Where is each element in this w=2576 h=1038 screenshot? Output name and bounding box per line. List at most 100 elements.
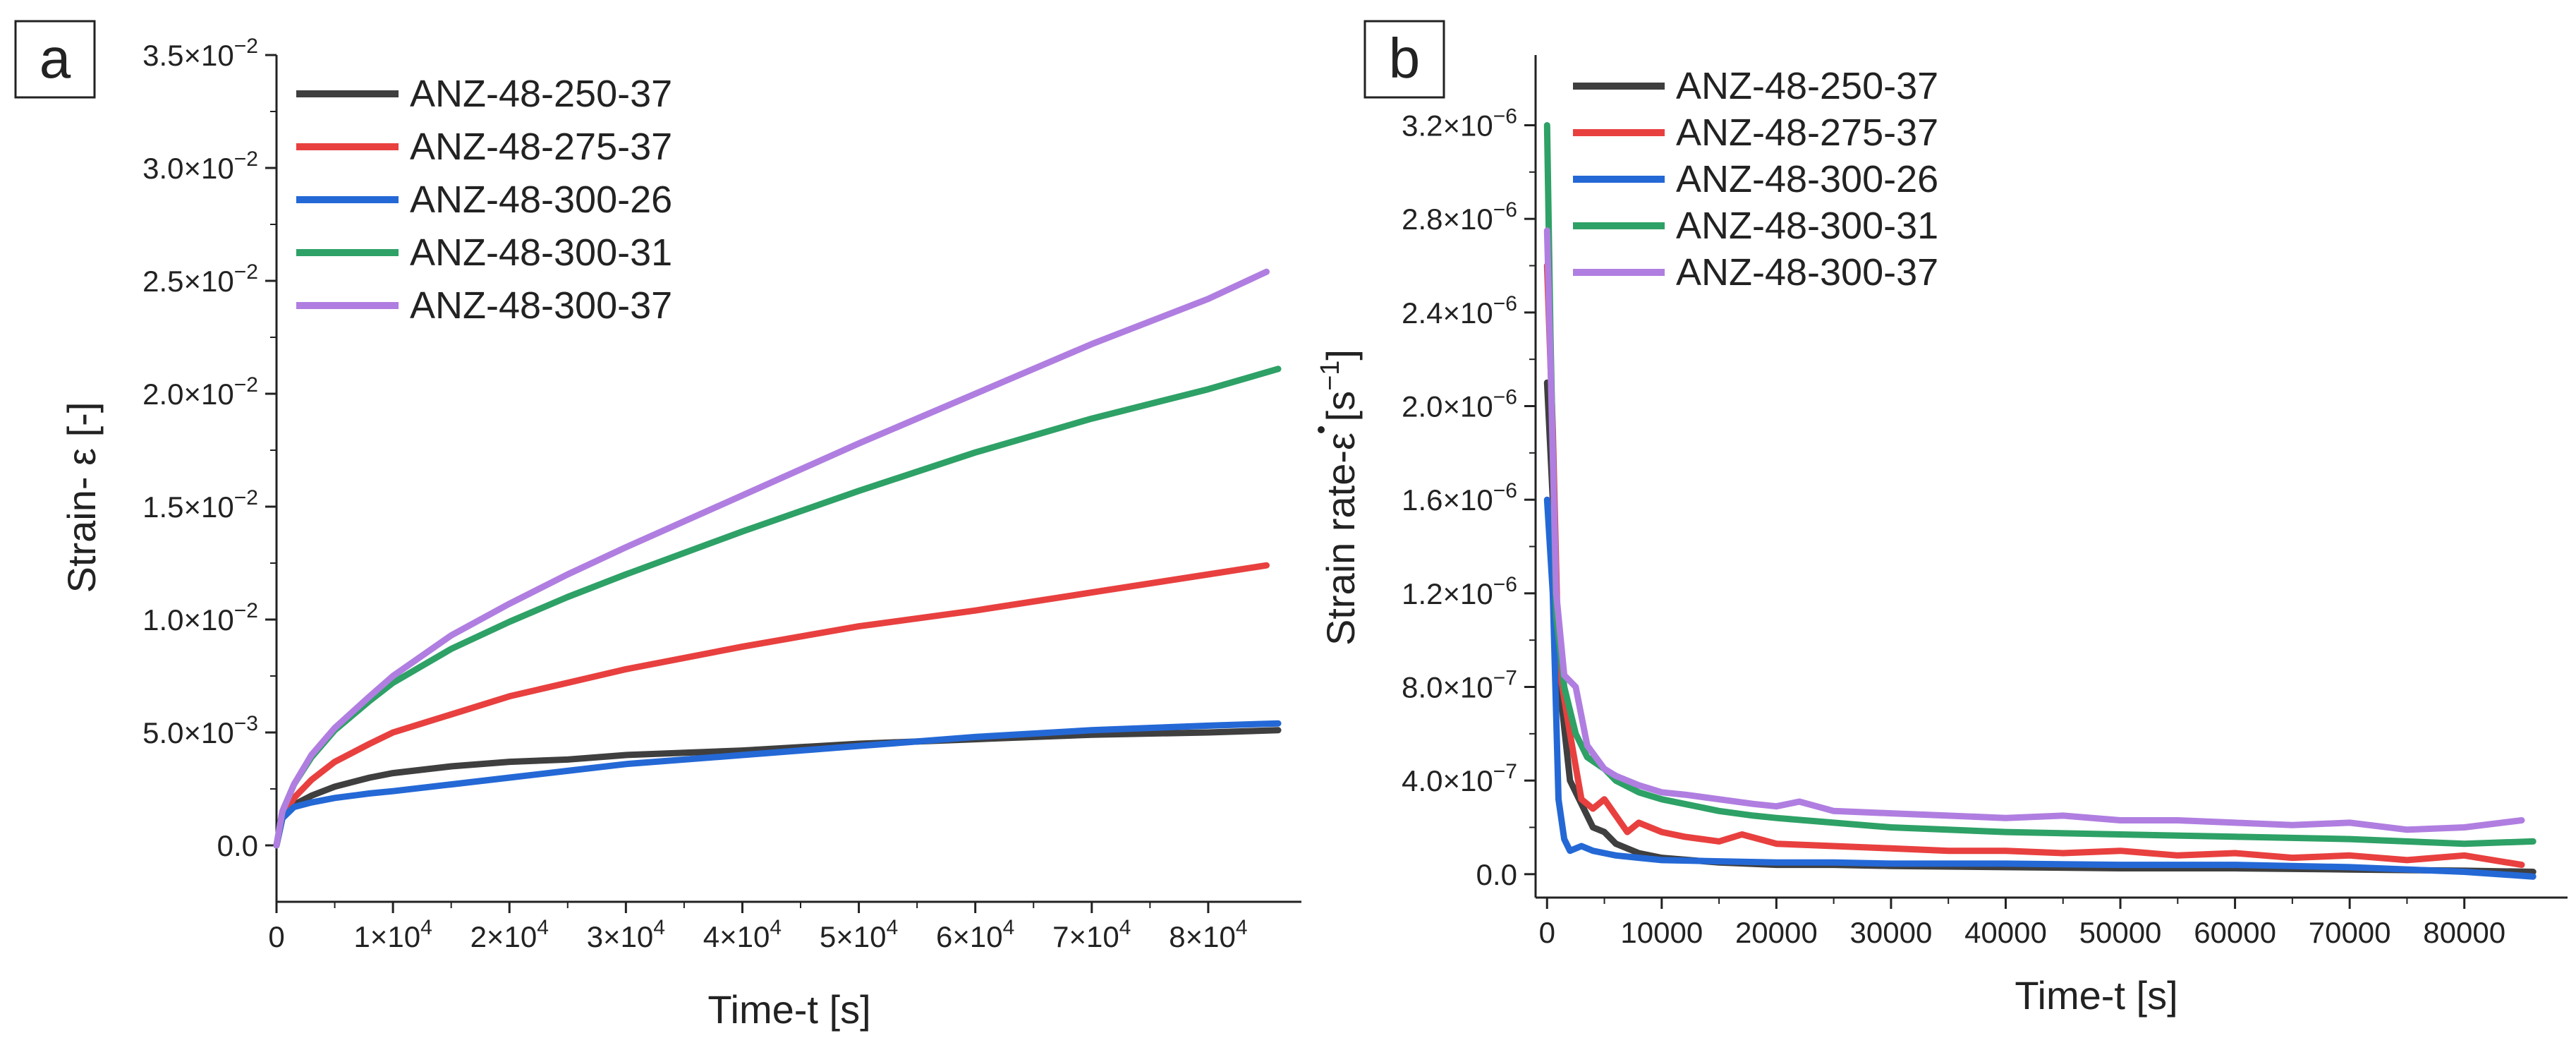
panel-b-x-tick-label-base: 80000 — [2423, 916, 2505, 949]
panel-b-y-axis-title-unit: [s — [1318, 391, 1363, 433]
panel-a-x-tick-label-exp: 4 — [1003, 916, 1015, 939]
panel-a-x-tick-label: 8×104 — [1169, 916, 1247, 953]
panel-a-y-tick-label-base: 1.5×10 — [142, 490, 234, 524]
panel-a-y-tick-label-exp: −2 — [234, 260, 258, 284]
panel-b-series — [1543, 122, 2536, 880]
panel-b-y-tick-label-base: 1.2×10 — [1402, 577, 1493, 610]
panel-a-y-tick-label-exp: −2 — [234, 35, 258, 58]
panel-a-x-tick-label: 3×104 — [587, 916, 665, 953]
panel-b-x-tick-label: 40000 — [1964, 916, 2047, 949]
series-line-anz-48-275-37 — [1543, 262, 2525, 869]
panel-a-x-tick-label: 7×104 — [1052, 916, 1131, 953]
panel-a-x-tick-label-base: 6×10 — [936, 920, 1003, 953]
panel-b-y-tick-label-base: 3.2×10 — [1402, 109, 1493, 143]
panel-b-label: b — [1389, 27, 1421, 90]
legend-label-anz-48-275-37: ANZ-48-275-37 — [410, 126, 672, 168]
panel-b-x-tick-label: 50000 — [2079, 916, 2162, 949]
panel-a-x-tick-label-exp: 4 — [537, 916, 549, 939]
panel-b-y-tick-label-exp: −6 — [1493, 292, 1517, 315]
panel-a-x-tick-label: 0 — [268, 920, 284, 953]
panel-a-y-tick-label: 1.0×10−2 — [142, 599, 258, 636]
series-line-anz-48-275-37 — [273, 562, 1270, 849]
panel-b-axes — [1524, 55, 2568, 909]
panel-b-y-tick-label: 1.2×10−6 — [1402, 573, 1517, 610]
series-line-anz-48-300-31 — [1543, 122, 2536, 847]
panel-a-y-tick-label-exp: −2 — [234, 599, 258, 622]
panel-a-x-tick-label-base: 4×10 — [703, 920, 770, 953]
panel-b-y-tick-label-base: 1.6×10 — [1402, 483, 1493, 517]
panel-a-y-tick-label: 5.0×10−3 — [142, 712, 258, 749]
legend-label-anz-48-250-37: ANZ-48-250-37 — [1676, 65, 1938, 107]
panel-a-series — [273, 268, 1282, 849]
panel-b-y-tick-label-exp: −7 — [1493, 760, 1517, 783]
legend-label-anz-48-300-31: ANZ-48-300-31 — [410, 231, 672, 274]
panel-b-y-tick-label-exp: −6 — [1493, 198, 1517, 222]
panel-b-y-tick-label-exp: −6 — [1493, 386, 1517, 409]
panel-b-y-tick-label-exp: −6 — [1493, 573, 1517, 596]
panel-a-x-tick-label: 1×104 — [353, 916, 432, 953]
panel-b-x-tick-label-base: 50000 — [2079, 916, 2162, 949]
panel-a-x-tick-label-exp: 4 — [420, 916, 432, 939]
panel-b-y-tick-label: 2.0×10−6 — [1402, 386, 1517, 423]
panel-b-x-tick-label: 30000 — [1850, 916, 1933, 949]
panel-a-y-tick-label-base: 3.5×10 — [142, 39, 234, 72]
panel-b-y-axis-title-symbol: ε — [1318, 433, 1363, 450]
panel-b-x-tick-label: 60000 — [2194, 916, 2276, 949]
panel-b-x-tick-label-base: 0 — [1539, 916, 1555, 949]
panel-a-y-tick-label-base: 3.0×10 — [142, 152, 234, 185]
panel-a-x-tick-label-exp: 4 — [1119, 916, 1131, 939]
panel-a-y-tick-label: 1.5×10−2 — [142, 486, 258, 524]
panel-a-x-tick-label-base: 8×10 — [1169, 920, 1236, 953]
panel-b-tick-labels: 0 10000 20000 30000 40000 50000 60000 70000 8000… — [1402, 105, 2505, 950]
panel-a-y-tick-label-base: 1.0×10 — [142, 603, 234, 636]
panel-b-y-tick-label: 4.0×10−7 — [1402, 760, 1517, 797]
panel-b-y-tick-label-base: 2.0×10 — [1402, 390, 1493, 423]
panel-b-x-tick-label: 10000 — [1620, 916, 1703, 949]
panel-a-x-tick-label-base: 1×10 — [353, 920, 420, 953]
panel-a-y-tick-label-base: 0.0 — [217, 829, 258, 862]
series-line-anz-48-300-37 — [1543, 227, 2525, 833]
panel-b-y-tick-label: 0.0 — [1476, 858, 1517, 891]
panel-a-x-tick-label: 4×104 — [703, 916, 782, 953]
panel-a-x-tick-label: 2×104 — [470, 916, 549, 953]
panel-a-axes — [265, 54, 1301, 913]
panel-a-y-axis-title: Strain- ε [-] — [59, 402, 104, 593]
panel-b-y-tick-label: 2.4×10−6 — [1402, 292, 1517, 330]
panel-a-y-tick-label: 2.5×10−2 — [142, 260, 258, 298]
panel-a-x-tick-label: 5×104 — [820, 916, 898, 953]
legend-label-anz-48-275-37: ANZ-48-275-37 — [1676, 111, 1938, 154]
panel-b-x-tick-label-base: 10000 — [1620, 916, 1703, 949]
legend-label-anz-48-300-31: ANZ-48-300-31 — [1676, 205, 1938, 247]
legend-label-anz-48-300-37: ANZ-48-300-37 — [1676, 251, 1938, 294]
panel-b-label-box — [1363, 20, 1445, 99]
panel-a-x-tick-label-base: 0 — [268, 920, 284, 953]
legend-label-anz-48-250-37: ANZ-48-250-37 — [410, 73, 672, 115]
series-line-anz-48-300-31 — [273, 366, 1282, 849]
legend-label-anz-48-300-26: ANZ-48-300-26 — [410, 179, 672, 221]
panel-a-x-tick-label: 6×104 — [936, 916, 1014, 953]
panel-a-y-tick-label-base: 2.5×10 — [142, 265, 234, 298]
panel-a-x-tick-label-base: 2×10 — [470, 920, 537, 953]
panel-b-x-tick-label: 70000 — [2309, 916, 2391, 949]
panel-a-y-tick-label: 3.0×10−2 — [142, 147, 258, 185]
panel-b-y-axis-title-exp: −1 — [1316, 361, 1345, 391]
series-line-anz-48-300-37 — [273, 268, 1270, 849]
panel-b-x-tick-label: 80000 — [2423, 916, 2505, 949]
panel-b-y-axis-title-dot — [1318, 426, 1325, 433]
panel-b-y-axis-title-group: Strain rate-ε [s−1] — [1316, 349, 1363, 646]
panel-a-x-tick-label-base: 5×10 — [820, 920, 887, 953]
panel-b-x-tick-label: 0 — [1539, 916, 1555, 949]
panel-a-y-tick-label-exp: −2 — [234, 147, 258, 171]
panel-b-x-axis-title: Time-t [s] — [2015, 973, 2177, 1018]
panel-a-y-tick-label: 3.5×10−2 — [142, 35, 258, 72]
panel-b-y-tick-label: 8.0×10−7 — [1402, 667, 1517, 704]
panel-a-y-tick-label-exp: −3 — [234, 712, 258, 735]
panel-b-y-tick-label: 3.2×10−6 — [1402, 105, 1517, 143]
panel-a-strain-vs-time: a 0 1×104 2×104 3×104 4×104 5×104 6×104 7×104 8×… — [14, 20, 1301, 1032]
panel-a-label: a — [40, 27, 71, 90]
panel-a-x-tick-label-exp: 4 — [1236, 916, 1248, 939]
panel-a-y-tick-label-exp: −2 — [234, 373, 258, 397]
panel-a-x-tick-label-exp: 4 — [770, 916, 782, 939]
panel-a-x-tick-label-base: 3×10 — [587, 920, 654, 953]
